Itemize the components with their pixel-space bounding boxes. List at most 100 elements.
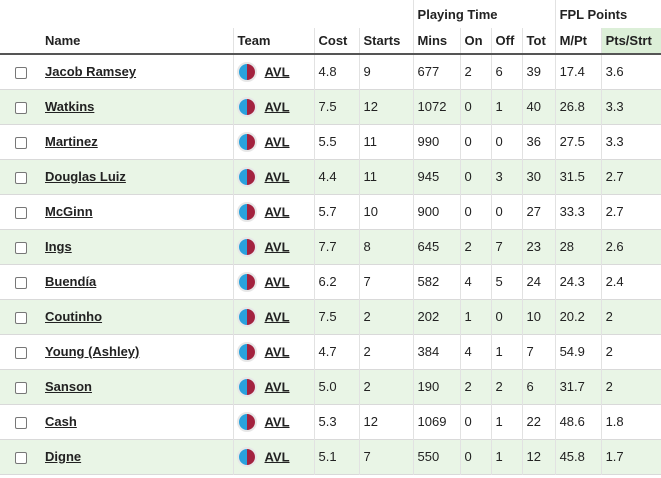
starts-cell: 12	[358, 89, 414, 124]
pts-strt-cell: 2.7	[600, 159, 661, 194]
mins-cell: 1072	[412, 89, 461, 124]
mpt-cell: 20.2	[554, 299, 602, 334]
row-checkbox[interactable]	[15, 381, 27, 394]
table-row: Douglas Luiz AVL 4.4 11 945 0 3 30 31.5 2.7	[0, 159, 661, 194]
col-tot[interactable]: Tot	[521, 28, 556, 55]
pts-strt-cell: 1.8	[600, 404, 661, 439]
team-link[interactable]: AVL	[264, 239, 290, 254]
pts-strt-cell: 2	[600, 334, 661, 369]
col-mpt[interactable]: M/Pt	[554, 28, 602, 55]
pts-strt-cell: 2.6	[600, 229, 661, 264]
col-pts-strt[interactable]: Pts/Strt	[600, 28, 661, 55]
player-name-link[interactable]: Cash	[45, 414, 77, 429]
col-cost[interactable]: Cost	[313, 28, 359, 55]
player-name-link[interactable]: Sanson	[45, 379, 92, 394]
team-link[interactable]: AVL	[264, 169, 290, 184]
player-name-link[interactable]: Buendía	[45, 274, 97, 289]
row-checkbox[interactable]	[15, 241, 27, 254]
table-row: Young (Ashley) AVL 4.7 2 384 4 1 7 54.9 2	[0, 334, 661, 369]
player-name-link[interactable]: Young (Ashley)	[45, 344, 140, 359]
team-link[interactable]: AVL	[264, 99, 290, 114]
team-link[interactable]: AVL	[264, 309, 290, 324]
team-link[interactable]: AVL	[264, 204, 290, 219]
on-cell: 2	[459, 229, 492, 264]
row-checkbox[interactable]	[15, 451, 27, 464]
col-starts[interactable]: Starts	[358, 28, 414, 55]
off-cell: 6	[490, 54, 523, 89]
mpt-cell: 54.9	[554, 334, 602, 369]
cost-cell: 4.7	[313, 334, 359, 369]
pts-strt-cell: 3.6	[600, 54, 661, 89]
table-row: Martinez AVL 5.5 11 990 0 0 36 27.5 3.3	[0, 124, 661, 159]
group-playing-time: Playing Time	[412, 0, 556, 28]
team-link[interactable]: AVL	[264, 414, 290, 429]
team-crest-icon	[236, 131, 257, 152]
on-cell: 0	[459, 439, 492, 474]
starts-cell: 7	[358, 264, 414, 299]
player-name-link[interactable]: Coutinho	[45, 309, 103, 324]
col-name[interactable]: Name	[41, 28, 233, 55]
off-cell: 3	[490, 159, 523, 194]
table-row: Cash AVL 5.3 12 1069 0 1 22 48.6 1.8	[0, 404, 661, 439]
group-fpl-points: FPL Points	[554, 0, 661, 28]
row-checkbox[interactable]	[15, 171, 27, 184]
header-column-row: Name Team Cost Starts Mins On Off Tot M/…	[0, 28, 661, 55]
starts-cell: 8	[358, 229, 414, 264]
team-link[interactable]: AVL	[264, 379, 290, 394]
row-checkbox[interactable]	[15, 206, 27, 219]
on-cell: 0	[459, 124, 492, 159]
table-row: Coutinho AVL 7.5 2 202 1 0 10 20.2 2	[0, 299, 661, 334]
starts-cell: 7	[358, 439, 414, 474]
on-cell: 2	[459, 54, 492, 89]
player-name-link[interactable]: Jacob Ramsey	[45, 64, 137, 80]
player-name-link[interactable]: Digne	[45, 449, 82, 464]
cost-cell: 7.7	[313, 229, 359, 264]
team-link[interactable]: AVL	[264, 274, 290, 289]
tot-cell: 40	[521, 89, 556, 124]
starts-cell: 2	[358, 334, 414, 369]
on-cell: 4	[459, 334, 492, 369]
cost-cell: 4.8	[313, 54, 359, 89]
mpt-cell: 28	[554, 229, 602, 264]
row-checkbox[interactable]	[15, 66, 27, 79]
mpt-cell: 27.5	[554, 124, 602, 159]
on-cell: 1	[459, 299, 492, 334]
row-checkbox[interactable]	[15, 311, 27, 324]
player-name-link[interactable]: Watkins	[45, 99, 95, 114]
team-link[interactable]: AVL	[264, 344, 290, 359]
pts-strt-cell: 3.3	[600, 89, 661, 124]
team-link[interactable]: AVL	[264, 449, 290, 464]
team-crest-icon	[236, 446, 257, 467]
pts-strt-cell: 3.3	[600, 124, 661, 159]
row-checkbox[interactable]	[15, 276, 27, 289]
row-checkbox[interactable]	[15, 136, 27, 149]
player-name-link[interactable]: Martinez	[45, 134, 98, 149]
team-link[interactable]: AVL	[264, 64, 290, 80]
cost-cell: 5.0	[313, 369, 359, 404]
player-name-link[interactable]: McGinn	[45, 204, 93, 219]
player-name-link[interactable]: Ings	[45, 239, 72, 254]
row-checkbox[interactable]	[15, 346, 27, 359]
table-row: Jacob Ramsey AVL 4.8 9 677 2 6 39 17.4 3.6	[0, 54, 661, 89]
col-off[interactable]: Off	[490, 28, 523, 55]
col-mins[interactable]: Mins	[412, 28, 461, 55]
starts-cell: 2	[358, 369, 414, 404]
mins-cell: 1069	[412, 404, 461, 439]
on-cell: 0	[459, 89, 492, 124]
off-cell: 1	[490, 89, 523, 124]
mpt-cell: 31.5	[554, 159, 602, 194]
col-on[interactable]: On	[459, 28, 492, 55]
table-body: Jacob Ramsey AVL 4.8 9 677 2 6 39 17.4 3.6 Watkin…	[0, 54, 661, 474]
team-link[interactable]: AVL	[264, 134, 290, 149]
mins-cell: 384	[412, 334, 461, 369]
player-name-link[interactable]: Douglas Luiz	[45, 169, 126, 184]
row-checkbox[interactable]	[15, 101, 27, 114]
col-team[interactable]: Team	[232, 28, 314, 55]
pts-strt-cell: 2.4	[600, 264, 661, 299]
table-row: McGinn AVL 5.7 10 900 0 0 27 33.3 2.7	[0, 194, 661, 229]
row-checkbox[interactable]	[15, 416, 27, 429]
starts-cell: 12	[358, 404, 414, 439]
pts-strt-cell: 2	[600, 369, 661, 404]
cost-cell: 5.7	[313, 194, 359, 229]
tot-cell: 24	[521, 264, 556, 299]
